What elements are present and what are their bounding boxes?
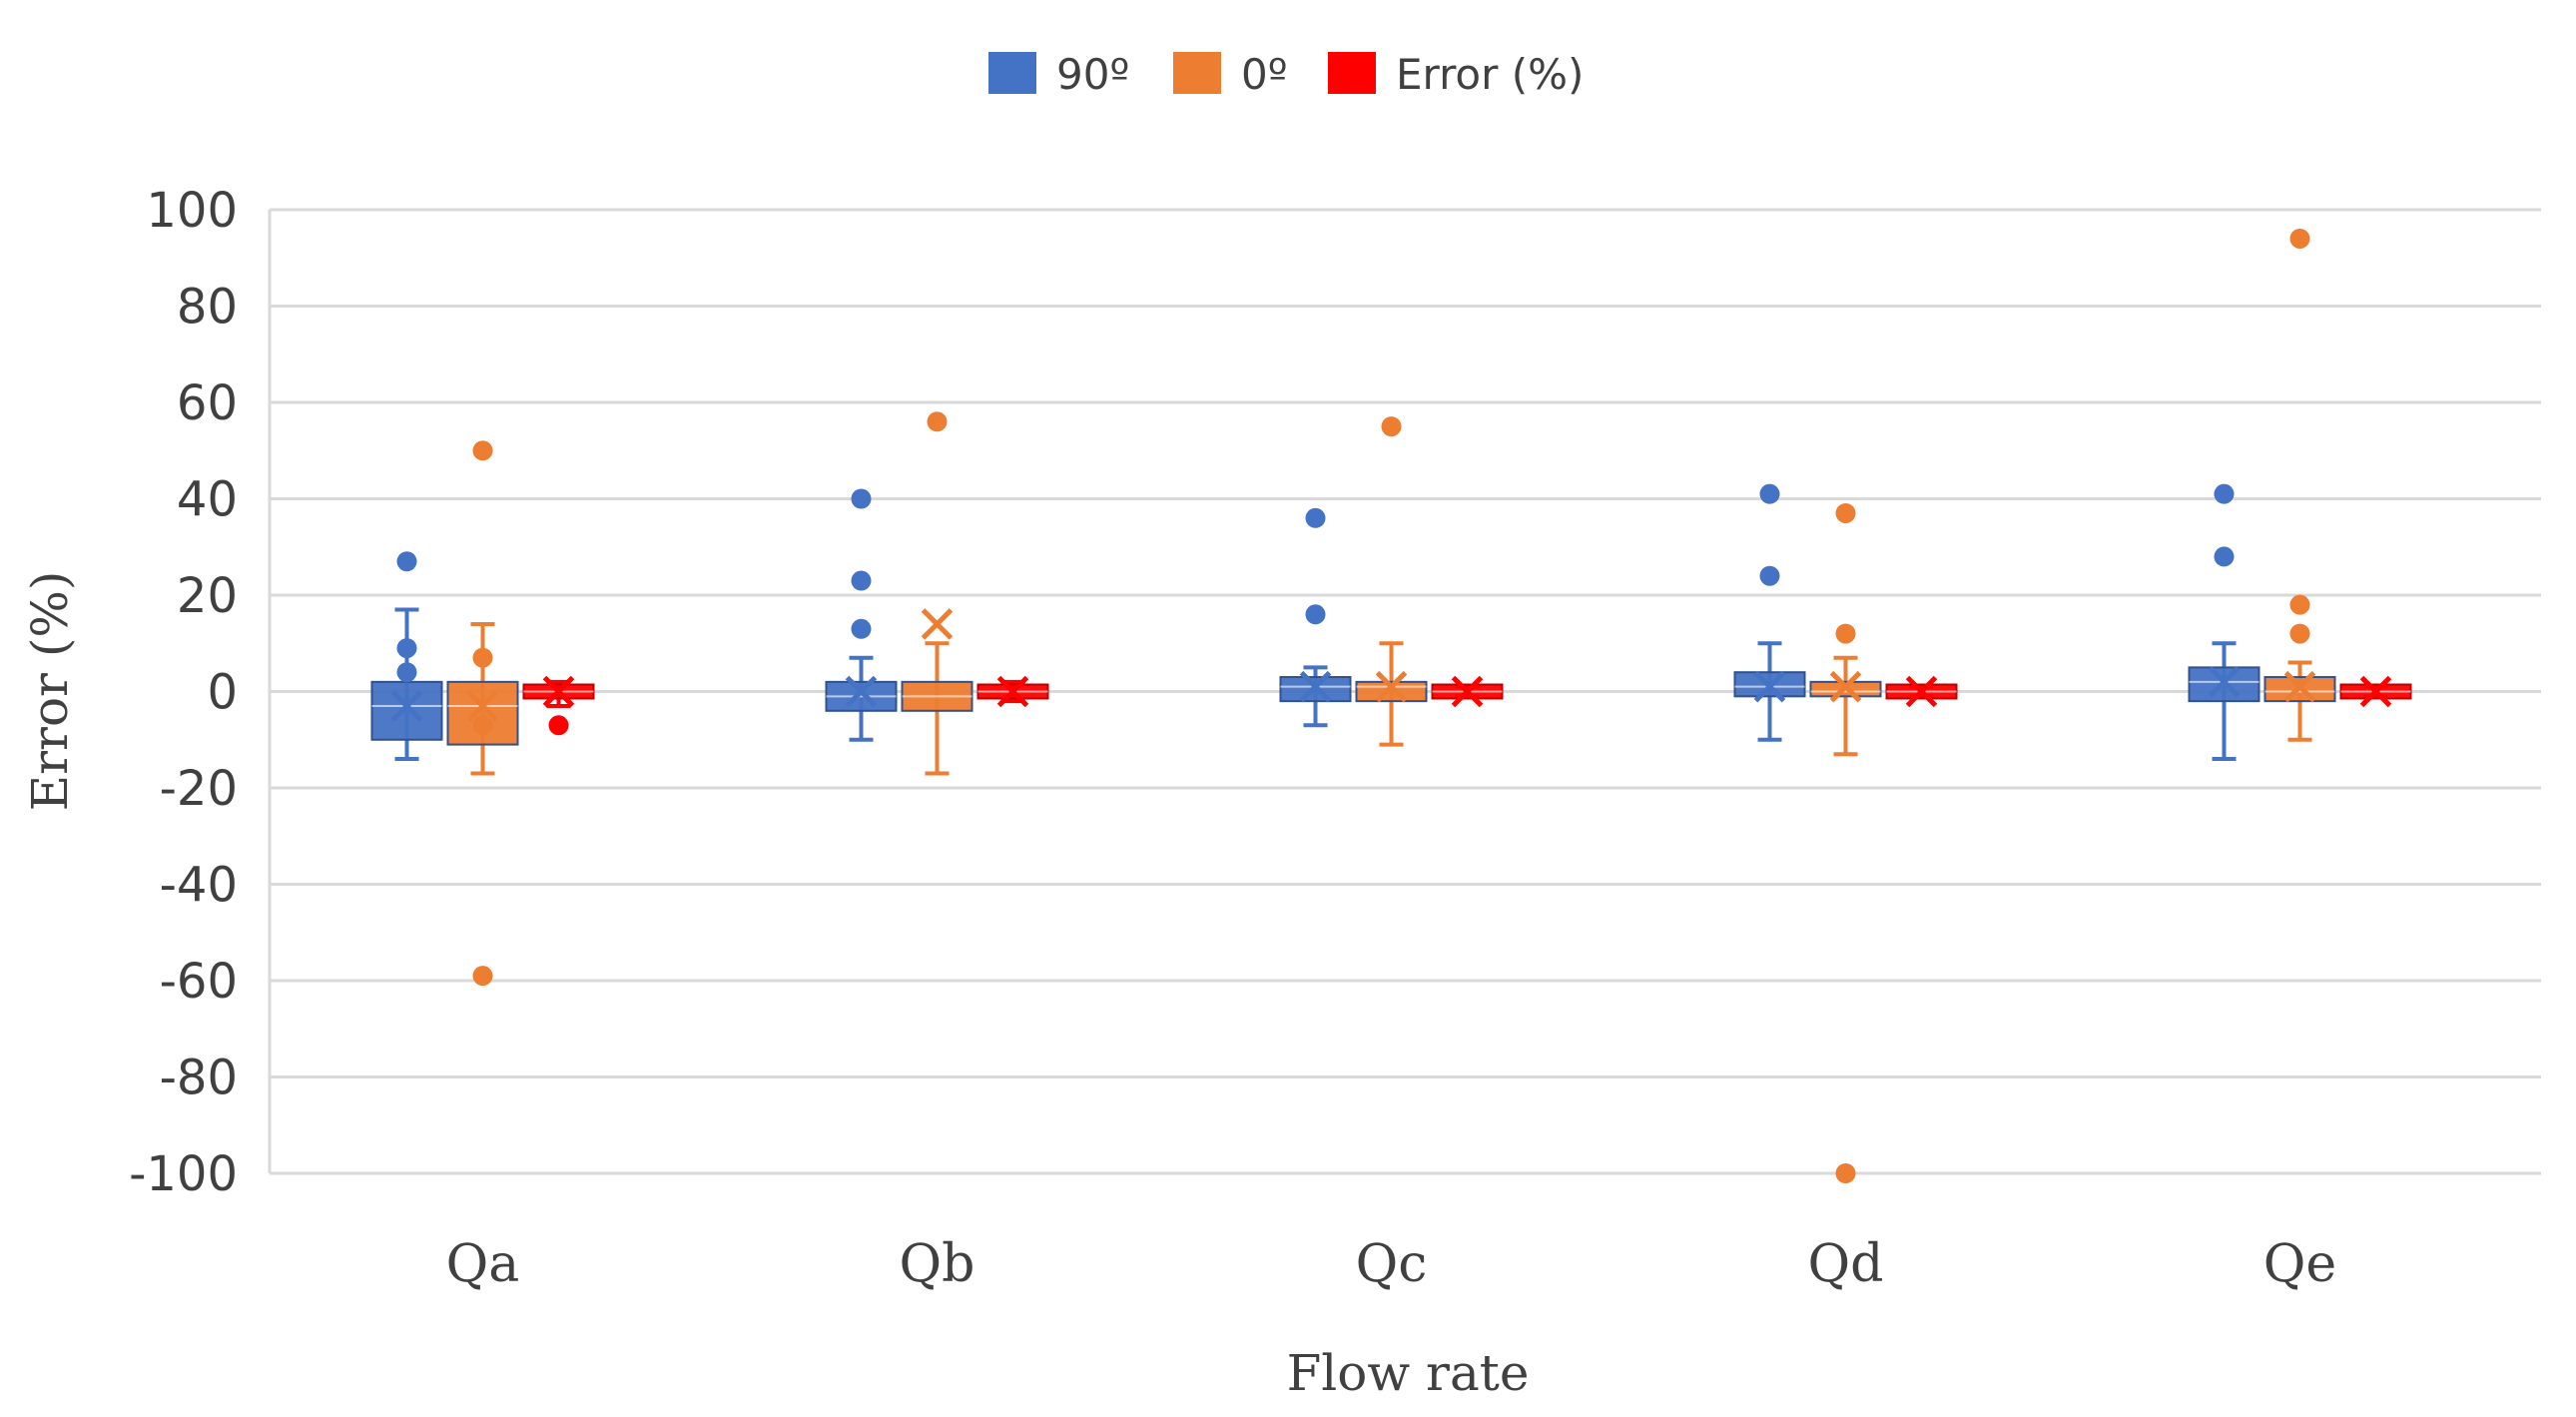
box-1-4-body xyxy=(2263,676,2336,703)
x-tick-label: Qb xyxy=(900,1234,975,1294)
y-axis-title: Error (%) xyxy=(21,571,79,812)
legend-label-1: 0º xyxy=(1241,50,1288,99)
box-1-1-outlier-0 xyxy=(927,411,948,432)
box-0-4-mean-b xyxy=(2208,666,2241,698)
legend-swatch-1 xyxy=(1173,52,1221,94)
legend-label-2: Error (%) xyxy=(1396,50,1584,99)
box-1-4-mean-b xyxy=(2283,670,2316,703)
box-0-2-outlier-0 xyxy=(1305,507,1326,528)
y-tick-label: 80 xyxy=(177,280,238,336)
box-0-0-outlier-2 xyxy=(396,662,417,683)
box-0-1-outlier-0 xyxy=(851,488,872,509)
x-tick-label: Qd xyxy=(1808,1234,1884,1294)
box-0-3-outlier-1 xyxy=(1759,565,1780,586)
box-0-0-outlier-1 xyxy=(396,638,417,659)
box-2-1-mean-b xyxy=(996,675,1029,708)
box-1-2-mean-b xyxy=(1375,670,1408,703)
y-tick-label: 0 xyxy=(207,665,238,721)
y-tick-label: 20 xyxy=(177,568,238,624)
box-1-2-outlier-0 xyxy=(1381,416,1402,437)
y-tick-label: 40 xyxy=(177,472,238,528)
legend-swatch-0 xyxy=(988,52,1036,94)
box-1-4-outlier-2 xyxy=(2289,623,2310,644)
box-0-0-outlier-0 xyxy=(396,551,417,572)
box-1-0-outlier-2 xyxy=(472,647,493,668)
y-tick-label: -100 xyxy=(129,1146,238,1202)
box-0-0-body xyxy=(370,680,443,741)
box-1-0-outlier-1 xyxy=(472,966,493,987)
x-tick-label: Qe xyxy=(2263,1234,2336,1294)
box-2-0-outlier-0 xyxy=(548,715,569,736)
box-0-3-outlier-0 xyxy=(1759,483,1780,504)
y-tick-label: -80 xyxy=(160,1051,238,1106)
y-tick-label: 100 xyxy=(146,183,238,239)
y-tick-label: -20 xyxy=(160,761,238,817)
box-0-2-outlier-1 xyxy=(1305,604,1326,625)
box-0-1-mean-b xyxy=(845,675,878,708)
x-tick-label: Qc xyxy=(1356,1234,1428,1294)
box-1-3-mean-b xyxy=(1829,670,1862,703)
x-tick-label: Qa xyxy=(446,1234,520,1294)
box-0-1-outlier-1 xyxy=(851,570,872,591)
box-2-0-mean-b xyxy=(542,675,575,708)
box-0-3-mean-b xyxy=(1753,670,1786,703)
box-1-4-outlier-1 xyxy=(2289,594,2310,615)
box-1-0-outlier-0 xyxy=(472,440,493,461)
box-2-3-mean-b xyxy=(1905,675,1938,708)
box-1-3-outlier-0 xyxy=(1835,502,1856,523)
x-axis-title: Flow rate xyxy=(1287,1344,1530,1402)
box-1-0-outlier-3 xyxy=(472,715,493,736)
box-1-0-mean-b xyxy=(466,690,499,722)
box-2-2-mean-b xyxy=(1451,675,1484,708)
box-0-1-outlier-2 xyxy=(851,618,872,639)
y-tick-label: 60 xyxy=(177,375,238,431)
box-1-1-mean-b xyxy=(921,608,954,640)
box-1-3-outlier-2 xyxy=(1835,1163,1856,1183)
legend-label-0: 90º xyxy=(1056,50,1129,99)
box-1-3-outlier-1 xyxy=(1835,623,1856,644)
legend-swatch-2 xyxy=(1328,52,1376,94)
box-0-2-mean-b xyxy=(1299,670,1332,703)
box-0-4-outlier-1 xyxy=(2214,546,2235,567)
y-tick-label: -60 xyxy=(160,954,238,1010)
box-0-0-mean-b xyxy=(390,690,423,722)
box-0-4-outlier-0 xyxy=(2214,483,2235,504)
box-2-4-mean-b xyxy=(2359,675,2392,708)
box-1-4-outlier-0 xyxy=(2289,228,2310,249)
y-tick-label: -40 xyxy=(160,858,238,914)
